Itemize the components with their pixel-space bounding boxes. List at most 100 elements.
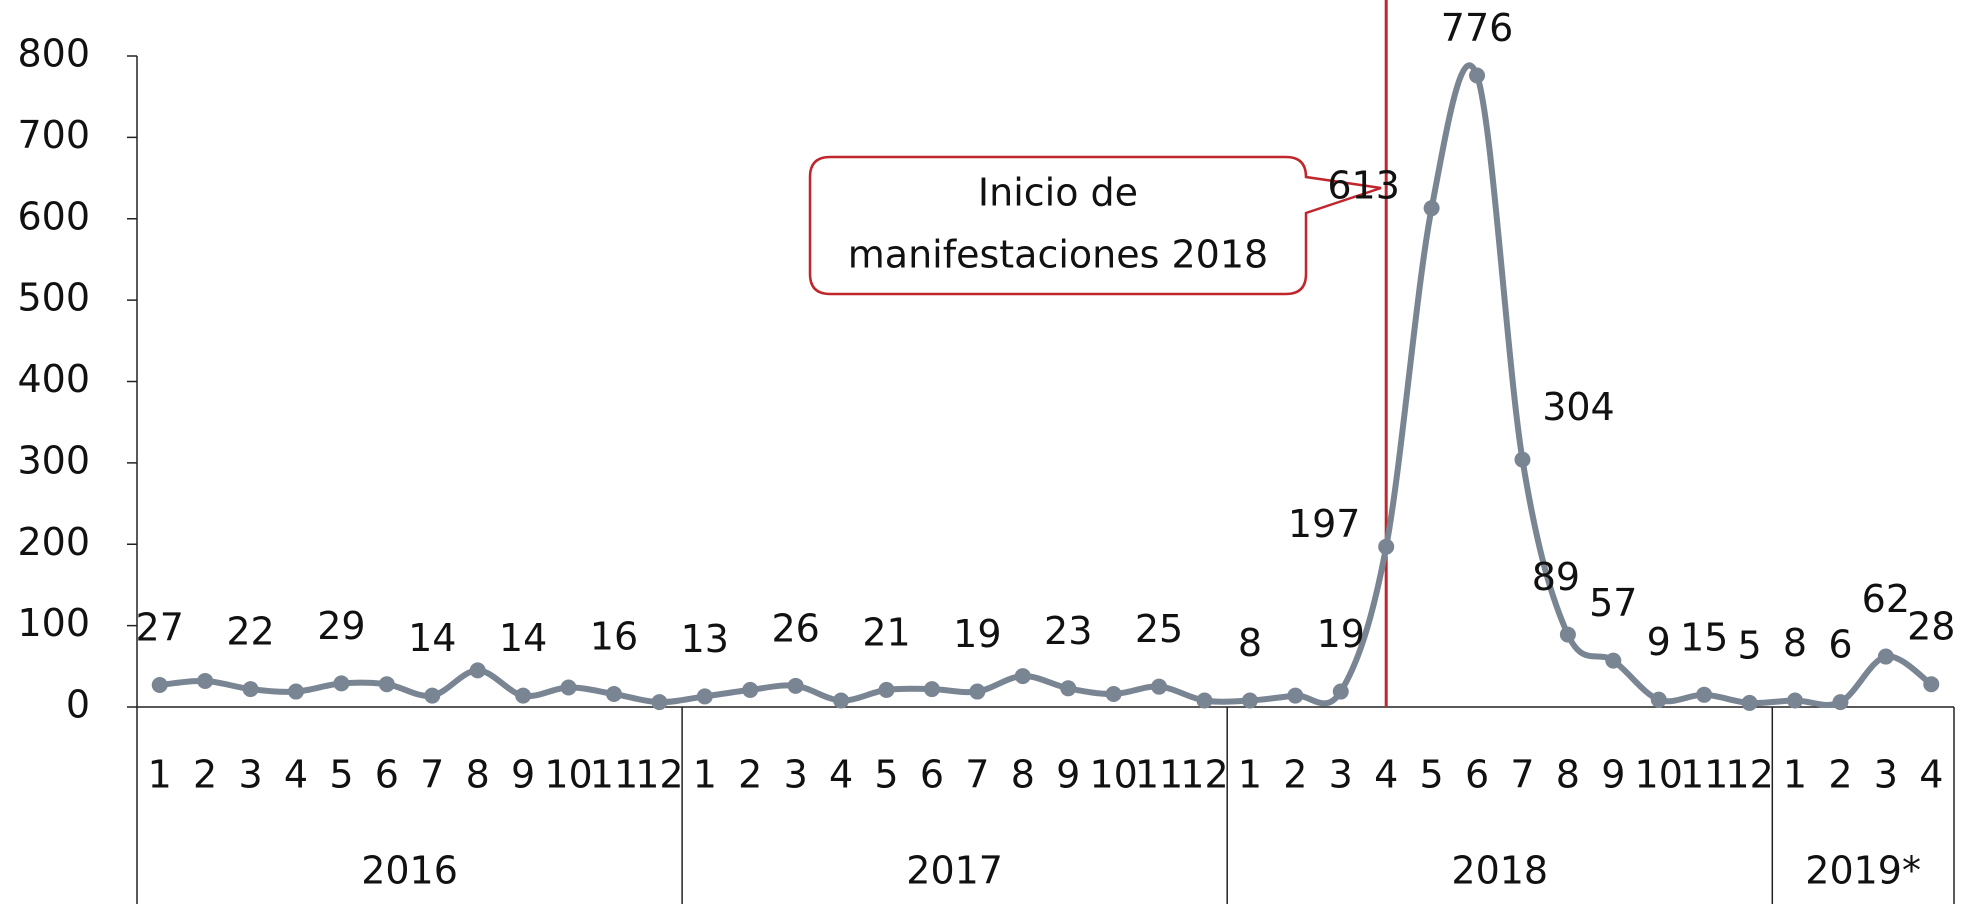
x-tick-label: 9 — [1056, 753, 1080, 797]
point — [1241, 692, 1258, 709]
x-tick-label: 3 — [1874, 753, 1898, 797]
x-tick-label: 11 — [1135, 753, 1183, 797]
value-label: 613 — [1327, 164, 1400, 208]
value-label: 14 — [408, 616, 456, 660]
x-tick-label: 10 — [1635, 753, 1683, 797]
y-tick-label: 600 — [17, 194, 90, 238]
point — [1741, 694, 1758, 711]
point — [696, 688, 713, 705]
annotation-text: manifestaciones 2018 — [848, 233, 1268, 277]
x-tick-label: 1 — [1238, 753, 1262, 797]
point — [1060, 680, 1077, 697]
point — [1923, 676, 1940, 693]
value-label: 19 — [1317, 612, 1365, 656]
y-tick-label: 300 — [17, 438, 90, 482]
value-label: 5 — [1737, 623, 1761, 667]
x-tick-label: 4 — [1374, 753, 1398, 797]
point — [378, 676, 395, 693]
point — [605, 685, 622, 702]
x-tick-label: 12 — [1180, 753, 1228, 797]
value-label: 13 — [681, 617, 729, 661]
x-tick-label: 10 — [544, 753, 592, 797]
x-tick-label: 4 — [1919, 753, 1943, 797]
x-tick-label: 7 — [965, 753, 989, 797]
value-label: 62 — [1862, 577, 1910, 621]
point — [333, 675, 350, 692]
value-label: 16 — [590, 614, 638, 658]
annotation-text: Inicio de — [978, 171, 1138, 215]
y-tick-label: 0 — [66, 683, 90, 727]
point — [242, 681, 259, 698]
x-tick-label: 1 — [1783, 753, 1807, 797]
value-label: 15 — [1680, 615, 1728, 659]
x-tick-label: 11 — [590, 753, 638, 797]
x-tick-label: 6 — [1465, 753, 1489, 797]
point — [1151, 678, 1168, 695]
value-label: 27 — [136, 606, 184, 650]
point — [560, 679, 577, 696]
point — [151, 677, 168, 694]
value-label: 304 — [1542, 385, 1615, 429]
value-label: 8 — [1238, 621, 1262, 665]
y-tick-label: 500 — [17, 276, 90, 320]
value-label: 57 — [1589, 581, 1637, 625]
x-tick-label: 11 — [1680, 753, 1728, 797]
x-tick-label: 8 — [1011, 753, 1035, 797]
x-tick-label: 6 — [920, 753, 944, 797]
x-tick-label: 3 — [238, 753, 262, 797]
value-label: 14 — [499, 616, 547, 660]
value-label: 21 — [862, 610, 910, 654]
x-tick-label: 10 — [1089, 753, 1137, 797]
point — [1014, 668, 1031, 685]
value-label: 197 — [1288, 502, 1361, 546]
point — [424, 687, 441, 704]
y-tick-label: 700 — [17, 113, 90, 157]
y-tick-label: 200 — [17, 520, 90, 564]
point — [1378, 538, 1395, 555]
value-label: 23 — [1044, 609, 1092, 653]
y-tick-label: 800 — [17, 32, 90, 76]
x-tick-label: 2 — [1828, 753, 1852, 797]
point — [742, 681, 759, 698]
x-tick-label: 8 — [1556, 753, 1580, 797]
x-tick-label: 2 — [1283, 753, 1307, 797]
x-tick-label: 2 — [738, 753, 762, 797]
x-tick-label: 3 — [784, 753, 808, 797]
point — [287, 683, 304, 700]
group-label: 2016 — [361, 849, 458, 893]
point — [1650, 691, 1667, 708]
x-tick-label: 4 — [284, 753, 308, 797]
point — [1559, 626, 1576, 643]
x-tick-label: 5 — [329, 753, 353, 797]
group-label: 2018 — [1451, 849, 1548, 893]
point — [1787, 692, 1804, 709]
point — [878, 681, 895, 698]
x-tick-label: 2 — [193, 753, 217, 797]
point — [1832, 694, 1849, 711]
x-tick-label: 6 — [375, 753, 399, 797]
x-tick-label: 7 — [420, 753, 444, 797]
point — [1332, 683, 1349, 700]
point — [1696, 686, 1713, 703]
x-tick-label: 1 — [693, 753, 717, 797]
value-label: 26 — [771, 606, 819, 650]
point — [651, 694, 668, 711]
value-label: 6 — [1828, 623, 1852, 667]
value-label: 8 — [1783, 621, 1807, 665]
point — [1287, 687, 1304, 704]
y-tick-label: 400 — [17, 357, 90, 401]
x-tick-label: 3 — [1329, 753, 1353, 797]
x-tick-label: 1 — [148, 753, 172, 797]
value-label: 29 — [317, 604, 365, 648]
value-label: 776 — [1441, 6, 1514, 50]
value-label: 28 — [1907, 605, 1955, 649]
point — [1605, 652, 1622, 669]
x-tick-label: 9 — [511, 753, 535, 797]
x-tick-label: 4 — [829, 753, 853, 797]
value-label: 22 — [226, 610, 274, 654]
point — [469, 662, 486, 679]
value-label: 25 — [1135, 607, 1183, 651]
point — [1105, 685, 1122, 702]
point — [1877, 648, 1894, 665]
